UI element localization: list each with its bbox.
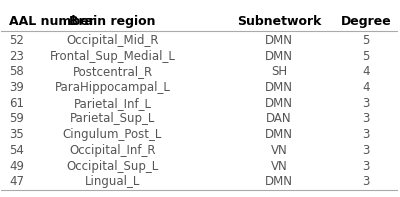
Text: DMN: DMN — [265, 175, 293, 188]
Text: 4: 4 — [362, 65, 370, 78]
Text: Cingulum_Post_L: Cingulum_Post_L — [63, 128, 162, 141]
Text: 39: 39 — [9, 81, 24, 94]
Text: VN: VN — [271, 160, 288, 173]
Text: DMN: DMN — [265, 34, 293, 47]
Text: Occipital_Inf_R: Occipital_Inf_R — [69, 144, 156, 157]
Text: Degree: Degree — [341, 15, 392, 28]
Text: ParaHippocampal_L: ParaHippocampal_L — [54, 81, 170, 94]
Text: DAN: DAN — [266, 112, 292, 125]
Text: Occipital_Sup_L: Occipital_Sup_L — [66, 160, 158, 173]
Text: DMN: DMN — [265, 81, 293, 94]
Text: 3: 3 — [363, 112, 370, 125]
Text: 23: 23 — [9, 50, 24, 63]
Text: DMN: DMN — [265, 97, 293, 110]
Text: Brain region: Brain region — [69, 15, 156, 28]
Text: 3: 3 — [363, 160, 370, 173]
Text: DMN: DMN — [265, 50, 293, 63]
Text: 52: 52 — [9, 34, 24, 47]
Text: 58: 58 — [9, 65, 24, 78]
Text: Frontal_Sup_Medial_L: Frontal_Sup_Medial_L — [50, 50, 175, 63]
Text: 59: 59 — [9, 112, 24, 125]
Text: Occipital_Mid_R: Occipital_Mid_R — [66, 34, 159, 47]
Text: 3: 3 — [363, 97, 370, 110]
Text: DMN: DMN — [265, 128, 293, 141]
Text: 61: 61 — [9, 97, 24, 110]
Text: 4: 4 — [362, 81, 370, 94]
Text: 3: 3 — [363, 128, 370, 141]
Text: Subnetwork: Subnetwork — [237, 15, 321, 28]
Text: Lingual_L: Lingual_L — [85, 175, 140, 188]
Text: 5: 5 — [363, 50, 370, 63]
Text: AAL number: AAL number — [9, 15, 95, 28]
Text: 49: 49 — [9, 160, 24, 173]
Text: 3: 3 — [363, 175, 370, 188]
Text: Parietal_Sup_L: Parietal_Sup_L — [70, 112, 155, 125]
Text: 35: 35 — [9, 128, 24, 141]
Text: Parietal_Inf_L: Parietal_Inf_L — [74, 97, 152, 110]
Text: 47: 47 — [9, 175, 24, 188]
Text: SH: SH — [271, 65, 287, 78]
Text: VN: VN — [271, 144, 288, 157]
Text: 3: 3 — [363, 144, 370, 157]
Text: Postcentral_R: Postcentral_R — [72, 65, 152, 78]
Text: 5: 5 — [363, 34, 370, 47]
Text: 54: 54 — [9, 144, 24, 157]
